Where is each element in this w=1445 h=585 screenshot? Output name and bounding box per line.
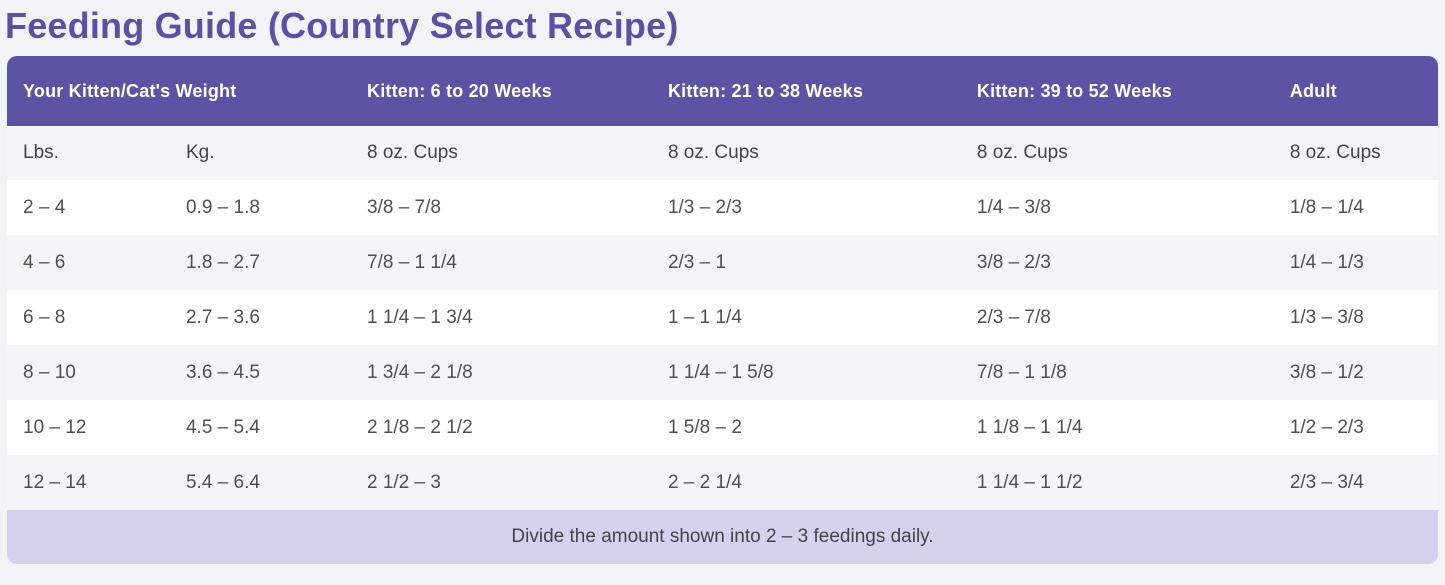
feeding-guide-table-container: Your Kitten/Cat's Weight Kitten: 6 to 20… — [7, 56, 1438, 565]
cell-lbs: 4 – 6 — [7, 235, 170, 291]
subheader-cups-4: 8 oz. Cups — [1273, 126, 1438, 181]
column-header-kitten-6-20-weeks: Kitten: 6 to 20 Weeks — [351, 56, 652, 127]
cell-kg: 3.6 – 4.5 — [169, 345, 351, 401]
cell-cups-adult: 3/8 – 1/2 — [1273, 345, 1438, 401]
cell-lbs: 12 – 14 — [7, 455, 170, 511]
cell-cups-39-52: 1 1/4 – 1 1/2 — [960, 455, 1274, 511]
table-subheader-row: Lbs. Kg. 8 oz. Cups 8 oz. Cups 8 oz. Cup… — [7, 126, 1438, 181]
column-header-adult: Adult — [1273, 56, 1438, 127]
cell-lbs: 2 – 4 — [7, 180, 170, 236]
table-row: 10 – 12 4.5 – 5.4 2 1/8 – 2 1/2 1 5/8 – … — [7, 400, 1438, 456]
subheader-cups-2: 8 oz. Cups — [651, 126, 961, 181]
cell-cups-39-52: 3/8 – 2/3 — [960, 235, 1274, 291]
cell-kg: 2.7 – 3.6 — [169, 290, 351, 346]
table-header-row: Your Kitten/Cat's Weight Kitten: 6 to 20… — [7, 56, 1438, 127]
cell-lbs: 6 – 8 — [7, 290, 170, 346]
cell-cups-adult: 2/3 – 3/4 — [1273, 455, 1438, 511]
cell-cups-6-20: 1 3/4 – 2 1/8 — [351, 345, 652, 401]
cell-cups-adult: 1/4 – 1/3 — [1273, 235, 1438, 291]
cell-lbs: 10 – 12 — [7, 400, 170, 456]
cell-cups-6-20: 2 1/8 – 2 1/2 — [351, 400, 652, 456]
table-row: 12 – 14 5.4 – 6.4 2 1/2 – 3 2 – 2 1/4 1 … — [7, 455, 1438, 511]
cell-cups-21-38: 2 – 2 1/4 — [651, 455, 961, 511]
table-footer-row: Divide the amount shown into 2 – 3 feedi… — [7, 510, 1438, 565]
feeding-guide-table: Your Kitten/Cat's Weight Kitten: 6 to 20… — [7, 56, 1438, 565]
cell-cups-6-20: 3/8 – 7/8 — [351, 180, 652, 236]
page-title: Feeding Guide (Country Select Recipe) — [5, 5, 679, 46]
table-row: 8 – 10 3.6 – 4.5 1 3/4 – 2 1/8 1 1/4 – 1… — [7, 345, 1438, 401]
cell-kg: 4.5 – 5.4 — [169, 400, 351, 456]
cell-kg: 1.8 – 2.7 — [169, 235, 351, 291]
table-row: 6 – 8 2.7 – 3.6 1 1/4 – 1 3/4 1 – 1 1/4 … — [7, 290, 1438, 346]
table-row: 2 – 4 0.9 – 1.8 3/8 – 7/8 1/3 – 2/3 1/4 … — [7, 180, 1438, 236]
column-header-weight: Your Kitten/Cat's Weight — [7, 56, 351, 127]
subheader-cups-1: 8 oz. Cups — [351, 126, 652, 181]
table-row: 4 – 6 1.8 – 2.7 7/8 – 1 1/4 2/3 – 1 3/8 … — [7, 235, 1438, 291]
cell-cups-21-38: 1/3 – 2/3 — [651, 180, 961, 236]
cell-cups-21-38: 1 1/4 – 1 5/8 — [651, 345, 961, 401]
cell-lbs: 8 – 10 — [7, 345, 170, 401]
cell-cups-39-52: 1/4 – 3/8 — [960, 180, 1274, 236]
cell-cups-21-38: 2/3 – 1 — [651, 235, 961, 291]
subheader-cups-3: 8 oz. Cups — [960, 126, 1274, 181]
cell-cups-39-52: 1 1/8 – 1 1/4 — [960, 400, 1274, 456]
column-header-kitten-21-38-weeks: Kitten: 21 to 38 Weeks — [651, 56, 961, 127]
cell-cups-6-20: 2 1/2 – 3 — [351, 455, 652, 511]
subheader-lbs: Lbs. — [7, 126, 170, 181]
cell-cups-adult: 1/2 – 2/3 — [1273, 400, 1438, 456]
cell-cups-adult: 1/8 – 1/4 — [1273, 180, 1438, 236]
cell-kg: 0.9 – 1.8 — [169, 180, 351, 236]
cell-cups-21-38: 1 5/8 – 2 — [651, 400, 961, 456]
cell-cups-39-52: 2/3 – 7/8 — [960, 290, 1274, 346]
footer-note: Divide the amount shown into 2 – 3 feedi… — [7, 510, 1438, 565]
subheader-kg: Kg. — [169, 126, 351, 181]
cell-cups-21-38: 1 – 1 1/4 — [651, 290, 961, 346]
cell-kg: 5.4 – 6.4 — [169, 455, 351, 511]
cell-cups-39-52: 7/8 – 1 1/8 — [960, 345, 1274, 401]
column-header-kitten-39-52-weeks: Kitten: 39 to 52 Weeks — [960, 56, 1274, 127]
cell-cups-6-20: 7/8 – 1 1/4 — [351, 235, 652, 291]
cell-cups-6-20: 1 1/4 – 1 3/4 — [351, 290, 652, 346]
cell-cups-adult: 1/3 – 3/8 — [1273, 290, 1438, 346]
